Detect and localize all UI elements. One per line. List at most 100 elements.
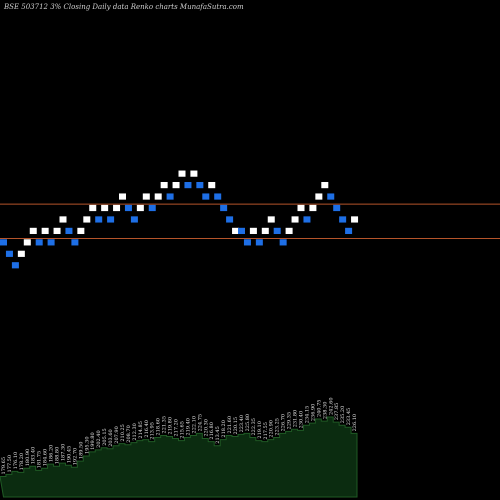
volume-bar — [315, 419, 321, 497]
volume-bar — [339, 425, 345, 497]
volume-label: 216.40 — [144, 420, 150, 438]
up-brick — [154, 193, 162, 200]
up-brick — [190, 170, 198, 177]
down-brick — [243, 239, 251, 246]
volume-bar — [95, 450, 101, 497]
up-brick — [142, 193, 150, 200]
up-brick — [291, 216, 299, 223]
volume-label: 225.80 — [245, 414, 251, 432]
volume-bar — [89, 452, 95, 497]
volume-label: 199.80 — [90, 432, 96, 450]
up-brick — [136, 204, 144, 212]
volume-label: 181.75 — [37, 451, 43, 469]
volume-bar — [155, 438, 161, 497]
volume-bar — [30, 466, 36, 497]
volume-bar — [244, 433, 250, 497]
down-brick — [273, 227, 281, 235]
volume-bar — [107, 449, 113, 497]
volume-label: 214.85 — [138, 421, 144, 439]
up-brick — [309, 204, 317, 212]
down-brick — [47, 239, 55, 246]
down-brick — [184, 181, 192, 189]
volume-label: 190.45 — [66, 446, 72, 464]
volume-label: 224.75 — [197, 414, 203, 432]
volume-label: 180.90 — [25, 449, 31, 467]
volume-bar — [309, 423, 315, 497]
volume-bar — [303, 425, 309, 497]
volume-label: 183.40 — [31, 447, 37, 465]
volume-bar — [196, 433, 202, 497]
down-brick — [130, 216, 138, 223]
volume-label: 192.70 — [72, 448, 78, 466]
down-brick — [214, 193, 222, 200]
down-brick — [65, 227, 73, 235]
down-brick — [327, 193, 335, 200]
volume-bar — [250, 438, 256, 497]
volume-bar — [333, 422, 339, 497]
up-brick — [119, 193, 126, 200]
up-brick — [172, 181, 180, 189]
volume-bar — [208, 442, 214, 497]
volume-label: 217.55 — [263, 422, 269, 440]
volume-bar — [125, 445, 131, 497]
volume-label: 229.35 — [287, 412, 293, 430]
volume-label: 177.50 — [7, 455, 13, 473]
up-brick — [53, 227, 61, 235]
volume-label: 226.70 — [281, 414, 287, 432]
volume-label: 215.65 — [180, 421, 186, 439]
down-brick — [345, 227, 353, 235]
down-brick — [148, 204, 156, 212]
volume-bar — [321, 421, 327, 497]
volume-label: 240.75 — [316, 400, 322, 418]
volume-bar — [268, 440, 274, 497]
volume-bar — [173, 439, 179, 497]
volume-label: 195.30 — [84, 436, 90, 454]
renko-bricks — [0, 170, 359, 269]
volume-label: 186.20 — [49, 445, 55, 463]
volume-label: 217.20 — [174, 419, 180, 437]
volume-label: 235.20 — [340, 406, 346, 424]
volume-bar — [214, 446, 220, 497]
volume-bar — [292, 429, 298, 497]
volume-label: 184.60 — [43, 449, 49, 467]
volume-bar — [6, 474, 12, 497]
reference-lines — [0, 203, 500, 240]
volume-bar — [256, 441, 262, 497]
down-brick — [11, 262, 19, 269]
volume-bar — [184, 438, 190, 497]
down-brick — [202, 193, 210, 200]
volume-label: 218.20 — [221, 420, 227, 438]
up-brick — [208, 181, 216, 189]
volume-label: 212.30 — [132, 423, 138, 441]
down-brick — [35, 239, 43, 246]
volume-label: 223.25 — [275, 418, 281, 436]
down-brick — [95, 216, 103, 223]
volume-bar — [190, 435, 196, 497]
down-brick — [238, 227, 245, 235]
volume-label: 222.35 — [251, 418, 257, 436]
volume-area — [0, 416, 358, 498]
up-brick — [285, 227, 293, 235]
up-brick — [261, 227, 269, 235]
volume-bar — [24, 468, 30, 497]
down-brick — [226, 216, 234, 223]
volume-label: 226.10 — [352, 414, 358, 432]
up-brick — [101, 204, 109, 212]
volume-bar — [274, 438, 280, 497]
down-brick — [339, 216, 347, 223]
up-brick — [178, 170, 186, 177]
volume-area-group — [0, 416, 358, 498]
volume-label: 220.15 — [233, 417, 239, 435]
volume-bar — [12, 471, 18, 497]
volume-bar — [54, 466, 60, 497]
up-brick — [23, 239, 31, 246]
volume-label: 187.30 — [61, 444, 67, 462]
volume-label: 221.35 — [162, 416, 168, 434]
volume-label: 218.60 — [156, 418, 162, 436]
down-brick — [196, 181, 204, 189]
volume-labels-group: 179.65 177.50 176.10 178.20 180.90 183.40 181.… — [1, 398, 358, 475]
up-brick — [351, 216, 359, 223]
down-brick — [124, 204, 132, 212]
volume-bar — [137, 441, 143, 497]
